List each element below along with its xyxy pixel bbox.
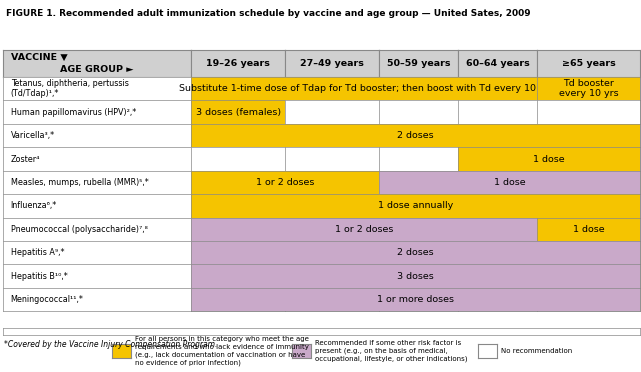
Text: VACCINE ▼: VACCINE ▼ xyxy=(11,53,67,62)
Text: For all persons in this category who meet the age
requirements and who lack evid: For all persons in this category who mee… xyxy=(135,336,309,366)
Text: 27–49 years: 27–49 years xyxy=(301,59,364,68)
Text: AGE GROUP ►: AGE GROUP ► xyxy=(60,65,133,74)
Text: FIGURE 1. Recommended adult immunization schedule by vaccine and age group — Uni: FIGURE 1. Recommended adult immunization… xyxy=(6,9,531,18)
Text: 1 dose annually: 1 dose annually xyxy=(378,201,453,211)
Text: 2 doses: 2 doses xyxy=(397,248,434,257)
Text: 1 or 2 doses: 1 or 2 doses xyxy=(335,225,394,234)
Text: 1 or 2 doses: 1 or 2 doses xyxy=(256,178,314,187)
Text: 3 doses (females): 3 doses (females) xyxy=(196,108,281,117)
Text: Td booster
every 10 yrs: Td booster every 10 yrs xyxy=(559,79,619,99)
Text: Hepatitis A⁹,*: Hepatitis A⁹,* xyxy=(11,248,64,257)
Text: *Covered by the Vaccine Injury Compensation Program.: *Covered by the Vaccine Injury Compensat… xyxy=(4,340,218,349)
Text: Measles, mumps, rubella (MMR)⁵,*: Measles, mumps, rubella (MMR)⁵,* xyxy=(11,178,149,187)
Text: Varicella³,*: Varicella³,* xyxy=(11,131,55,140)
Text: 2 doses: 2 doses xyxy=(397,131,434,140)
Text: 19–26 years: 19–26 years xyxy=(206,59,270,68)
Text: Influenza⁶,*: Influenza⁶,* xyxy=(11,201,57,211)
Text: 1 dose: 1 dose xyxy=(494,178,526,187)
Text: Meningococcal¹¹,*: Meningococcal¹¹,* xyxy=(11,295,83,304)
Text: 3 doses: 3 doses xyxy=(397,272,434,281)
Text: Hepatitis B¹⁰,*: Hepatitis B¹⁰,* xyxy=(11,272,67,281)
Text: Tetanus, diphtheria, pertussis
(Td/Tdap)¹,*: Tetanus, diphtheria, pertussis (Td/Tdap)… xyxy=(11,79,129,98)
Text: Zoster⁴: Zoster⁴ xyxy=(11,154,40,164)
Text: 1 dose: 1 dose xyxy=(572,225,604,234)
Text: 50–59 years: 50–59 years xyxy=(387,59,451,68)
Text: 1 dose: 1 dose xyxy=(533,154,565,164)
Text: 1 or more doses: 1 or more doses xyxy=(377,295,454,304)
Text: Recommended if some other risk factor is
present (e.g., on the basis of medical,: Recommended if some other risk factor is… xyxy=(315,340,467,362)
Text: Pneumococcal (polysaccharide)⁷,⁸: Pneumococcal (polysaccharide)⁷,⁸ xyxy=(11,225,147,234)
Text: 60–64 years: 60–64 years xyxy=(466,59,529,68)
Text: No recommendation: No recommendation xyxy=(501,348,572,354)
Text: ≥65 years: ≥65 years xyxy=(562,59,615,68)
Text: Human papillomavirus (HPV)²,*: Human papillomavirus (HPV)²,* xyxy=(11,108,136,117)
Text: Substitute 1-time dose of Tdap for Td booster; then boost with Td every 10 yr: Substitute 1-time dose of Tdap for Td bo… xyxy=(179,84,549,93)
